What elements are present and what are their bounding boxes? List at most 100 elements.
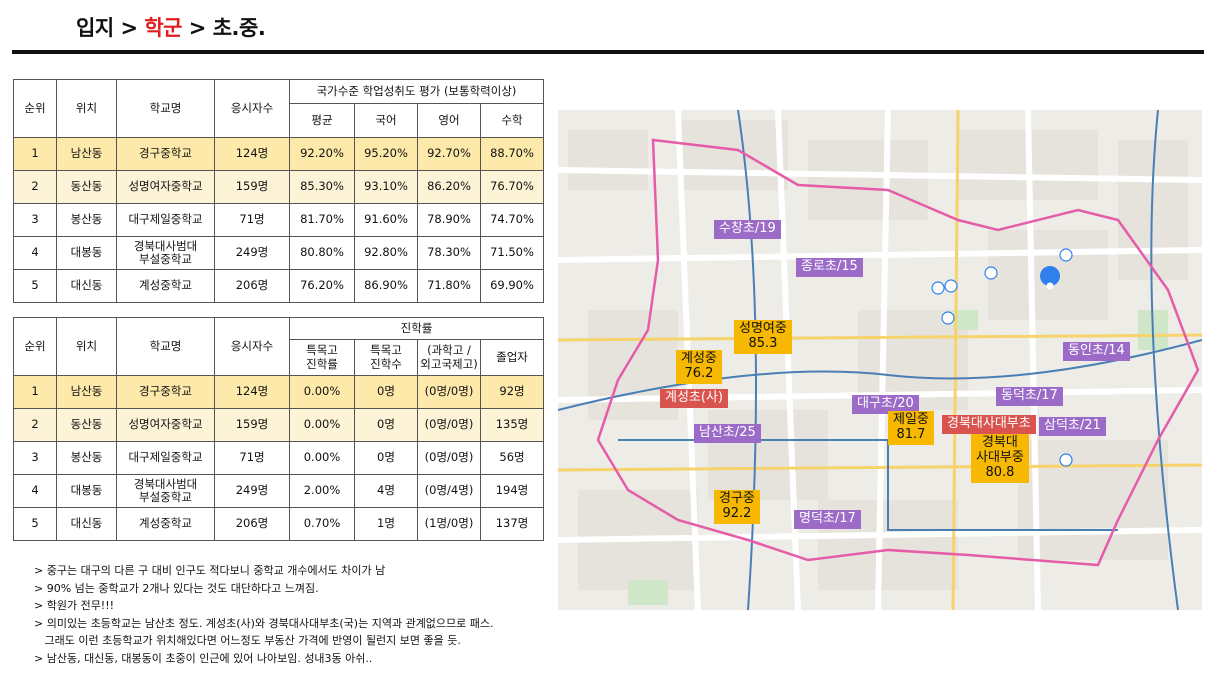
cell-graduates: 194명 — [480, 474, 544, 508]
cell-rank: 4 — [13, 236, 57, 270]
cell-math: 69.90% — [480, 269, 544, 303]
district-boundary — [596, 138, 1200, 567]
header-math: 수학 — [480, 103, 544, 138]
cell-school: 대구제일중학교 — [116, 203, 215, 237]
cell-rank: 5 — [13, 507, 57, 541]
cell-examinees: 206명 — [214, 269, 290, 303]
label-gyeseong-elementary[interactable]: 계성초(사) — [660, 389, 728, 408]
cell-rank: 2 — [13, 170, 57, 204]
cell-location: 봉산동 — [56, 441, 117, 475]
cell-special-count: 4명 — [354, 474, 418, 508]
label-sucham-elementary[interactable]: 수창초/19 — [714, 220, 781, 239]
header-avg: 평균 — [289, 103, 355, 138]
cell-special-rate: 0.00% — [289, 408, 355, 442]
cell-school: 경구중학교 — [116, 375, 215, 409]
cell-english: 92.70% — [417, 137, 481, 171]
cell-rank: 4 — [13, 474, 57, 508]
label-dongdeok-elementary[interactable]: 동덕초/17 — [996, 387, 1063, 406]
label-dongin-elementary[interactable]: 동인초/14 — [1063, 342, 1130, 361]
label-sangdeok-elementary[interactable]: 삼덕초/21 — [1039, 417, 1106, 436]
header-korean: 국어 — [354, 103, 418, 138]
cell-special-count: 0명 — [354, 375, 418, 409]
cell-school: 경북대사범대 부설중학교 — [116, 474, 215, 508]
cell-examinees: 124명 — [214, 137, 290, 171]
cell-location: 남산동 — [56, 375, 117, 409]
cell-math: 88.70% — [480, 137, 544, 171]
cell-sci-foreign: (0명/0명) — [417, 408, 481, 442]
cell-location: 대봉동 — [56, 236, 117, 270]
cell-sci-foreign: (0명/0명) — [417, 375, 481, 409]
cell-school: 성명여자중학교 — [116, 408, 215, 442]
label-jeil-middle[interactable]: 제일중 81.7 — [888, 411, 934, 445]
label-myeongdeok-elementary[interactable]: 명덕초/17 — [794, 510, 861, 529]
advancement-table: 순위 위치 학교명 응시자수 진학률 특목고 진학률 특목고 진학수 (과학고 … — [13, 317, 544, 541]
table-row: 3 봉산동 대구제일중학교 71명 0.00% 0명 (0명/0명) 56명 — [13, 441, 544, 475]
table-row: 3 봉산동 대구제일중학교 71명 81.70% 91.60% 78.90% 74.70% — [13, 203, 544, 237]
label-namsan-elementary[interactable]: 남산초/25 — [694, 424, 761, 443]
table-row: 5 대신동 계성중학교 206명 0.70% 1명 (1명/0명) 137명 — [13, 507, 544, 541]
cell-examinees: 71명 — [214, 203, 290, 237]
cell-sci-foreign: (1명/0명) — [417, 507, 481, 541]
cell-math: 71.50% — [480, 236, 544, 270]
cell-school: 대구제일중학교 — [116, 441, 215, 475]
cell-graduates: 56명 — [480, 441, 544, 475]
table-row: 2 동산동 성명여자중학교 159명 0.00% 0명 (0명/0명) 135명 — [13, 408, 544, 442]
header-special-count: 특목고 진학수 — [354, 339, 418, 376]
header-special-rate: 특목고 진학률 — [289, 339, 355, 376]
cell-avg: 81.70% — [289, 203, 355, 237]
header-graduates: 졸업자 — [480, 339, 544, 376]
label-knu-elementary[interactable]: 경북대사대부초 — [942, 415, 1036, 434]
cell-examinees: 206명 — [214, 507, 290, 541]
note-item: 그래도 이런 초등학교가 위치해있다면 어느정도 부동산 가격에 반영이 될런지… — [34, 634, 461, 647]
cell-graduates: 137명 — [480, 507, 544, 541]
label-jongno-elementary[interactable]: 종로초/15 — [796, 258, 863, 277]
cell-school: 계성중학교 — [116, 269, 215, 303]
table-row: 1 남산동 경구중학교 124명 0.00% 0명 (0명/0명) 92명 — [13, 375, 544, 409]
header-rank: 순위 — [13, 317, 57, 376]
cell-examinees: 71명 — [214, 441, 290, 475]
label-seongmyeong-middle[interactable]: 성명여중 85.3 — [734, 320, 792, 354]
label-knu-middle[interactable]: 경북대 사대부중 80.8 — [971, 434, 1029, 483]
cell-location: 대봉동 — [56, 474, 117, 508]
header-location: 위치 — [56, 317, 117, 376]
title-divider — [12, 50, 1204, 54]
cell-special-rate: 0.70% — [289, 507, 355, 541]
cell-english: 86.20% — [417, 170, 481, 204]
table-row: 4 대봉동 경북대사범대 부설중학교 249명 80.80% 92.80% 78.30% 71… — [13, 236, 544, 270]
school-map[interactable]: 수창초/19 종로초/15 동인초/14 성명여중 85.3 계성중 76.2 … — [558, 110, 1202, 610]
label-gyeseong-middle[interactable]: 계성중 76.2 — [676, 350, 722, 384]
table-row: 1 남산동 경구중학교 124명 92.20% 95.20% 92.70% 88.70% — [13, 137, 544, 171]
header-location: 위치 — [56, 79, 117, 138]
cell-location: 동산동 — [56, 170, 117, 204]
note-item: > 90% 넘는 중학교가 2개나 있다는 것도 대단하다고 느껴짐. — [34, 581, 319, 595]
header-advancement-group: 진학률 — [289, 317, 544, 340]
cell-examinees: 249명 — [214, 474, 290, 508]
cell-examinees: 124명 — [214, 375, 290, 409]
cell-korean: 95.20% — [354, 137, 418, 171]
cell-rank: 1 — [13, 375, 57, 409]
cell-special-count: 1명 — [354, 507, 418, 541]
cell-english: 78.30% — [417, 236, 481, 270]
header-rank: 순위 — [13, 79, 57, 138]
cell-special-count: 0명 — [354, 408, 418, 442]
cell-avg: 76.20% — [289, 269, 355, 303]
cell-special-rate: 0.00% — [289, 375, 355, 409]
title-part-3: > 초.중. — [182, 16, 266, 40]
cell-avg: 92.20% — [289, 137, 355, 171]
cell-school: 경구중학교 — [116, 137, 215, 171]
table-row: 2 동산동 성명여자중학교 159명 85.30% 93.10% 86.20% 76.70% — [13, 170, 544, 204]
note-item: > 남산동, 대신동, 대봉동이 초중이 인근에 있어 나아보임. 성내3동 아… — [34, 651, 373, 665]
cell-school: 계성중학교 — [116, 507, 215, 541]
cell-special-rate: 0.00% — [289, 441, 355, 475]
cell-math: 74.70% — [480, 203, 544, 237]
cell-rank: 2 — [13, 408, 57, 442]
cell-graduates: 92명 — [480, 375, 544, 409]
label-daegu-elementary[interactable]: 대구초/20 — [852, 395, 919, 414]
header-examinees: 응시자수 — [214, 317, 290, 376]
header-school: 학교명 — [116, 79, 215, 138]
label-gyeonggu-middle[interactable]: 경구중 92.2 — [714, 490, 760, 524]
note-item: > 중구는 대구의 다른 구 대비 인구도 적다보니 중학교 개수에서도 차이가… — [34, 564, 386, 577]
cell-special-rate: 2.00% — [289, 474, 355, 508]
cell-korean: 93.10% — [354, 170, 418, 204]
cell-location: 대신동 — [56, 269, 117, 303]
